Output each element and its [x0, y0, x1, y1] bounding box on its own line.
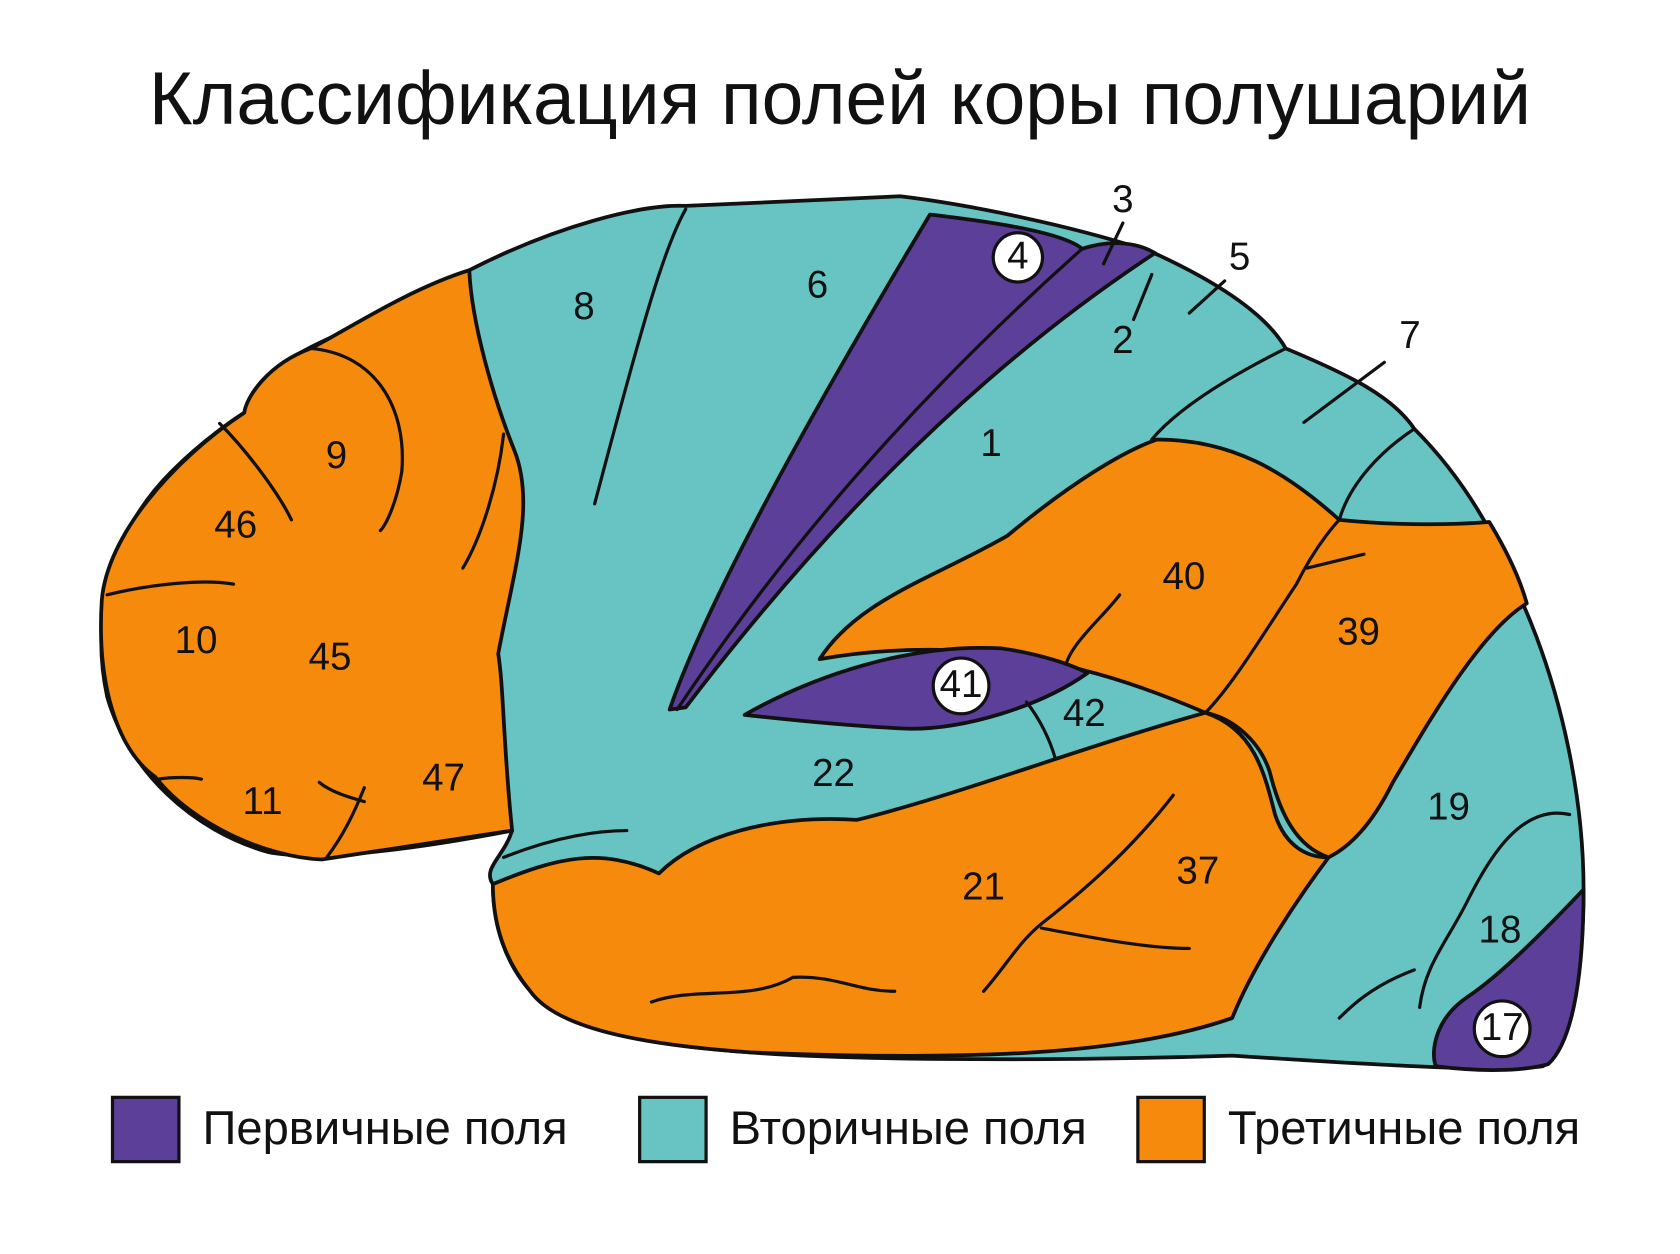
field-label: 19 — [1427, 785, 1470, 828]
field-label: 22 — [812, 752, 855, 795]
field-label: 11 — [242, 780, 282, 823]
field-label: 39 — [1337, 611, 1380, 654]
field-label: 21 — [962, 866, 1005, 909]
legend-swatch — [110, 1095, 181, 1164]
brain: 8 6 4 3 5 2 1 7 9 46 10 45 11 47 40 39 4… — [99, 178, 1586, 1072]
field-label: 5 — [1229, 236, 1250, 279]
legend-swatch — [1136, 1095, 1206, 1164]
field-label: 10 — [175, 619, 218, 662]
primary-region — [667, 212, 1157, 712]
field-label: 8 — [573, 285, 594, 328]
title: Классификация полей коры полушарий — [149, 56, 1531, 140]
field-label: 47 — [422, 756, 465, 799]
legend-label: Вторичные поля — [730, 1101, 1087, 1154]
field-label: 6 — [807, 264, 828, 307]
field-label: 46 — [214, 504, 257, 547]
tertiary-region — [817, 437, 1529, 860]
label-ring — [1472, 999, 1532, 1059]
field-label: 1 — [980, 422, 1001, 465]
field-label: 42 — [1063, 692, 1106, 735]
field-labels: 8 6 4 3 5 2 1 7 9 46 10 45 11 47 40 39 4… — [175, 178, 1524, 1049]
field-label: 45 — [309, 635, 352, 678]
legend-swatch — [638, 1095, 708, 1164]
field-label: 9 — [326, 434, 347, 477]
field-label: 4 — [1007, 235, 1028, 278]
primary-region — [742, 645, 1090, 731]
legend-label: Третичные поля — [1228, 1101, 1580, 1154]
primary-region — [1432, 887, 1586, 1072]
field-label: 41 — [940, 663, 983, 706]
field-label: 3 — [1112, 178, 1133, 221]
field-label: 2 — [1112, 319, 1133, 362]
label-ring — [991, 231, 1045, 284]
sulci — [105, 207, 1572, 1020]
legend: Первичные поля Вторичные поля Третичные по… — [110, 1095, 1580, 1164]
field-label: 18 — [1479, 909, 1522, 952]
legend-label: Первичные поля — [203, 1101, 568, 1154]
field-label: 7 — [1399, 314, 1420, 357]
field-label: 40 — [1162, 555, 1205, 598]
label-ring — [931, 656, 991, 716]
tertiary-region — [490, 710, 1331, 1058]
tertiary-region — [99, 268, 526, 862]
field-label: 17 — [1481, 1006, 1524, 1049]
field-label: 37 — [1176, 850, 1219, 893]
